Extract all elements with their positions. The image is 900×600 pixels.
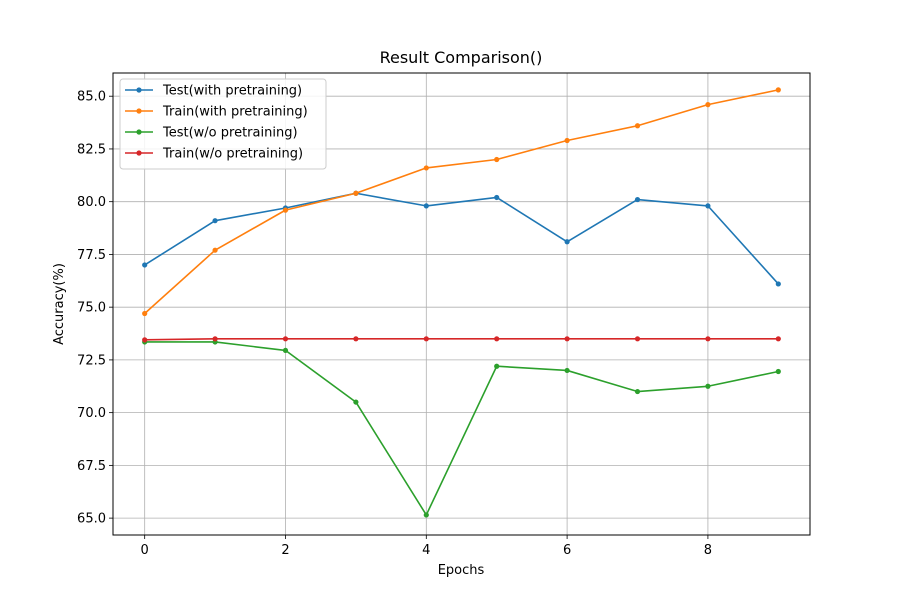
series-line xyxy=(144,338,779,341)
data-point xyxy=(212,336,218,342)
data-point xyxy=(634,388,641,395)
y-tick-label: 70.0 xyxy=(77,406,106,421)
data-point xyxy=(775,336,781,342)
y-tick-label: 65.0 xyxy=(77,512,106,527)
axis-ticks: 0 2 4 6 8 65.0 67.5 70.0 72.5 75.0 77.5 80.0 82.5 85.… xyxy=(77,90,712,558)
legend-swatch-marker xyxy=(136,108,142,114)
data-point xyxy=(353,399,359,405)
data-point xyxy=(423,336,429,342)
series-1 xyxy=(142,87,781,317)
data-point xyxy=(705,383,711,389)
data-point xyxy=(142,310,148,317)
data-point xyxy=(353,336,359,342)
data-point xyxy=(353,190,359,196)
legend-item: Train(w/o pretraining) xyxy=(125,147,303,162)
data-point xyxy=(564,336,570,342)
data-point xyxy=(705,203,711,209)
y-tick-label: 82.5 xyxy=(77,142,106,157)
legend-swatch-marker xyxy=(136,87,142,93)
legend: Test(with pretraining) Train(with pretrai… xyxy=(119,78,327,170)
data-point xyxy=(634,123,641,129)
legend-label: Test(with pretraining) xyxy=(162,84,302,99)
x-tick-label: 0 xyxy=(141,543,149,558)
legend-label: Train(with pretraining) xyxy=(162,105,308,120)
data-point xyxy=(494,336,500,342)
data-point xyxy=(494,194,500,201)
grid xyxy=(113,73,810,535)
series-2 xyxy=(142,339,781,518)
legend-swatch-marker xyxy=(136,150,142,156)
data-point xyxy=(564,239,570,245)
x-axis-label: Epochs xyxy=(438,563,485,578)
legend-box xyxy=(119,78,327,170)
data-point xyxy=(494,156,500,163)
legend-swatch-marker xyxy=(136,129,142,135)
series-layer xyxy=(142,87,781,518)
data-point xyxy=(423,203,429,209)
data-point xyxy=(282,347,289,354)
plot-frame xyxy=(112,72,811,536)
data-point xyxy=(564,367,570,374)
y-tick-label: 77.5 xyxy=(77,248,106,263)
data-point xyxy=(775,281,781,287)
data-point xyxy=(705,102,711,108)
y-axis-label: Accuracy(%) xyxy=(52,263,67,345)
data-point xyxy=(423,512,429,518)
data-point xyxy=(705,336,711,342)
series-line xyxy=(144,341,779,516)
y-tick-label: 75.0 xyxy=(77,301,106,316)
y-tick-label: 72.5 xyxy=(77,353,106,368)
y-tick-label: 67.5 xyxy=(77,459,106,474)
x-tick-label: 4 xyxy=(422,543,430,558)
legend-label: Test(w/o pretraining) xyxy=(162,126,298,141)
series-3 xyxy=(142,336,781,343)
data-point xyxy=(634,336,641,342)
data-point xyxy=(212,247,218,253)
data-point xyxy=(634,196,641,203)
data-point xyxy=(212,218,218,224)
data-point xyxy=(282,207,289,213)
series-0 xyxy=(142,190,781,287)
chart-title: Result Comparison() xyxy=(380,48,543,67)
x-tick-label: 8 xyxy=(704,543,712,558)
legend-item: Test(with pretraining) xyxy=(125,84,302,99)
x-tick-label: 2 xyxy=(281,543,289,558)
data-point xyxy=(142,262,148,268)
legend-item: Train(with pretraining) xyxy=(125,105,308,120)
data-point xyxy=(142,337,148,343)
series-line xyxy=(144,192,779,285)
data-point xyxy=(282,336,289,342)
data-point xyxy=(775,87,781,93)
series-line xyxy=(144,89,779,315)
x-tick-label: 6 xyxy=(563,543,571,558)
data-point xyxy=(423,165,429,171)
data-point xyxy=(494,363,500,369)
data-point xyxy=(564,137,570,144)
legend-label: Train(w/o pretraining) xyxy=(162,147,303,162)
y-tick-label: 85.0 xyxy=(77,90,106,105)
legend-item: Test(w/o pretraining) xyxy=(125,126,298,141)
data-point xyxy=(775,368,781,375)
y-tick-label: 80.0 xyxy=(77,195,106,210)
